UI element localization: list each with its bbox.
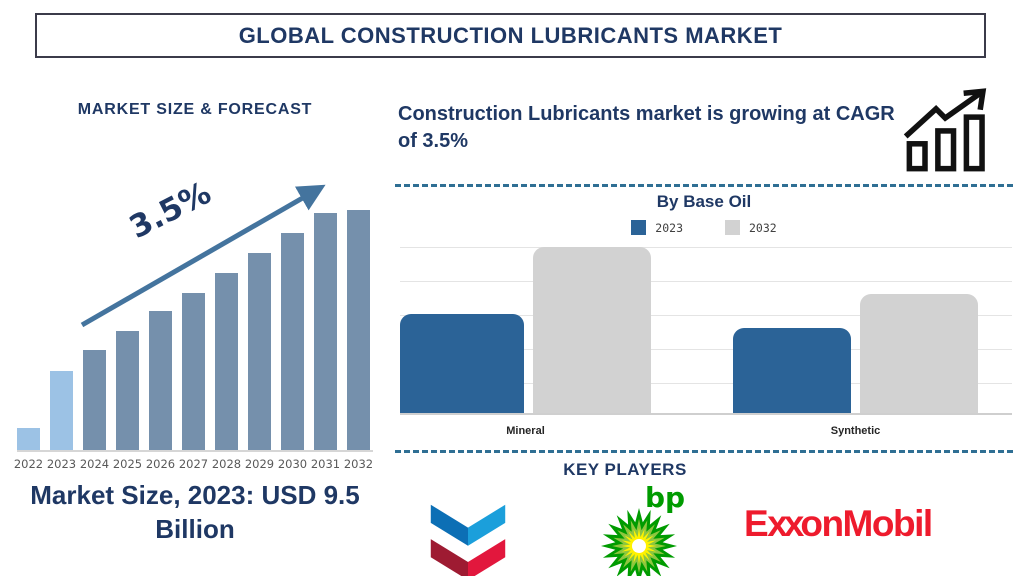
bar-2027 bbox=[182, 293, 205, 450]
dashed-divider-bottom bbox=[395, 450, 1013, 453]
base-oil-chart-title: By Base Oil bbox=[656, 192, 752, 211]
base-oil-category-labels: Mineral Synthetic bbox=[400, 425, 1012, 441]
page-title: GLOBAL CONSTRUCTION LUBRICANTS MARKET bbox=[238, 22, 783, 48]
year-label: 2027 bbox=[178, 457, 209, 471]
gridline bbox=[400, 315, 1012, 316]
gridline bbox=[400, 383, 1012, 384]
category-label-synthetic: Synthetic bbox=[830, 425, 881, 437]
year-label: 2032 bbox=[343, 457, 374, 471]
year-label: 2026 bbox=[145, 457, 176, 471]
bar-synthetic-2032 bbox=[860, 294, 978, 413]
bar-2028 bbox=[215, 273, 238, 450]
bar-2026 bbox=[149, 311, 172, 450]
bp-logo: bp bbox=[598, 481, 693, 576]
cagr-headline: Construction Lubricants market is growin… bbox=[398, 103, 895, 152]
bp-helios-icon bbox=[601, 508, 677, 576]
dashed-divider-top bbox=[395, 184, 1013, 187]
gridline bbox=[400, 349, 1012, 350]
legend-label-2023: 2023 bbox=[655, 220, 683, 235]
year-label: 2023 bbox=[46, 457, 77, 471]
bar-2029 bbox=[248, 253, 271, 450]
year-label: 2029 bbox=[244, 457, 275, 471]
bar-2024 bbox=[83, 350, 106, 450]
category-label-mineral: Mineral bbox=[506, 425, 545, 437]
base-oil-bar-chart bbox=[400, 247, 1012, 415]
forecast-x-axis-labels: 2022 2023 2024 2025 2026 2027 2028 2029 … bbox=[13, 457, 374, 471]
chevron-logo bbox=[430, 504, 506, 576]
legend-swatch-2032 bbox=[725, 220, 740, 235]
year-label: 2031 bbox=[310, 457, 341, 471]
legend-label-2032: 2032 bbox=[749, 220, 777, 235]
bp-wordmark: bp bbox=[645, 481, 686, 514]
year-label: 2022 bbox=[13, 457, 44, 471]
bar-2022 bbox=[17, 428, 40, 450]
bar-2030 bbox=[281, 233, 304, 450]
gridline bbox=[400, 281, 1012, 282]
forecast-heading: MARKET SIZE & FORECAST bbox=[77, 101, 313, 118]
year-label: 2028 bbox=[211, 457, 242, 471]
bar-synthetic-2023 bbox=[733, 328, 851, 413]
base-oil-legend: 2023 2032 bbox=[395, 220, 1013, 235]
market-size-caption: Market Size, 2023: USD 9.5 Billion bbox=[30, 480, 360, 544]
year-label: 2030 bbox=[277, 457, 308, 471]
legend-item-2032: 2032 bbox=[725, 220, 777, 235]
bar-chart-rising-arrow-icon bbox=[903, 88, 987, 172]
year-label: 2024 bbox=[79, 457, 110, 471]
exxonmobil-logo: ExxonMobil bbox=[744, 503, 933, 544]
bar-2023 bbox=[50, 371, 73, 450]
bar-2032 bbox=[347, 210, 370, 450]
legend-swatch-2023 bbox=[631, 220, 647, 235]
growth-trend-arrow bbox=[80, 184, 326, 328]
key-players-heading: KEY PLAYERS bbox=[563, 460, 687, 479]
bar-mineral-2032 bbox=[533, 247, 651, 413]
gridline bbox=[400, 247, 1012, 248]
bar-mineral-2023 bbox=[400, 314, 524, 413]
legend-item-2023: 2023 bbox=[631, 220, 683, 235]
bar-2025 bbox=[116, 331, 139, 450]
bar-2031 bbox=[314, 213, 337, 450]
year-label: 2025 bbox=[112, 457, 143, 471]
title-box: GLOBAL CONSTRUCTION LUBRICANTS MARKET bbox=[35, 13, 986, 58]
forecast-bar-chart bbox=[17, 130, 373, 452]
